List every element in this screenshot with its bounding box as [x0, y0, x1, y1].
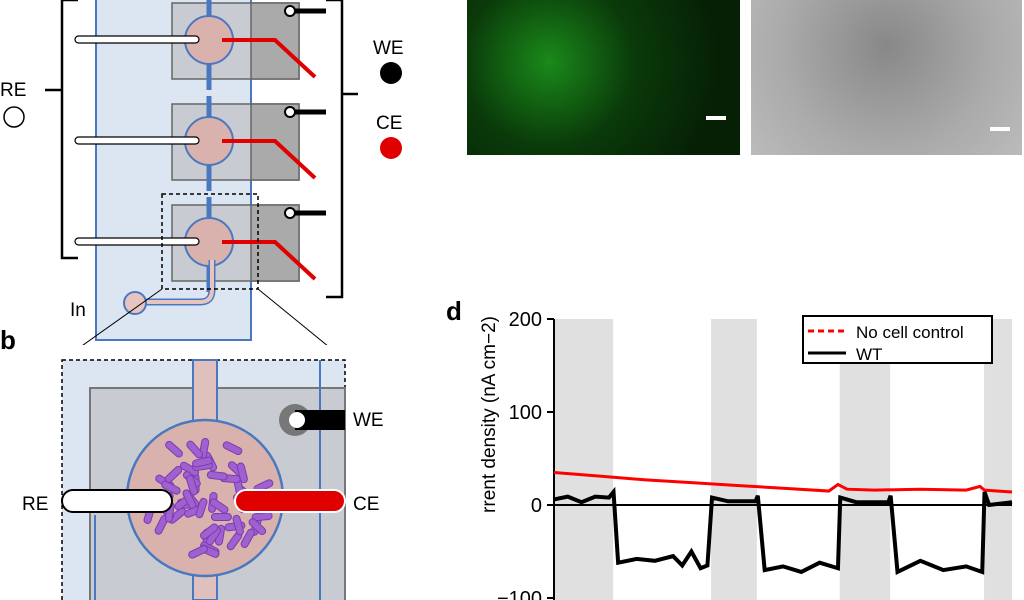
bacterium-icon	[232, 514, 244, 536]
dark-period-band	[554, 319, 614, 600]
legend-label: WT	[856, 345, 882, 364]
bacterium-icon	[209, 498, 229, 514]
bacterium-icon	[248, 518, 267, 536]
we-label: WE	[373, 38, 404, 59]
bacterium-icon	[200, 523, 219, 540]
chip-schematic	[3, 0, 402, 345]
bacterium-icon	[210, 513, 232, 522]
y-tick-label: 200	[509, 309, 542, 331]
bacterium-icon	[236, 462, 248, 484]
dark-period-band	[984, 319, 1012, 600]
dark-period-band	[711, 319, 757, 600]
bacterium-icon	[161, 480, 181, 495]
y-tick-label: 100	[509, 402, 542, 424]
re-marker-icon	[3, 106, 25, 128]
ce-label-b: CE	[353, 494, 380, 515]
bacterium-icon	[206, 470, 228, 481]
bacterium-icon	[164, 465, 183, 483]
y-tick-label: −100	[497, 588, 542, 600]
inlet-label: In	[70, 300, 86, 321]
bacterium-icon	[251, 511, 273, 522]
we-label-b: WE	[353, 410, 384, 431]
ce-label: CE	[376, 113, 403, 134]
legend-label: No cell control	[856, 323, 964, 342]
bacterium-icon	[186, 475, 198, 496]
ce-marker-icon	[380, 137, 402, 159]
chamber-detail	[61, 359, 346, 600]
y-tick-label: 0	[531, 495, 542, 517]
dark-period-band	[839, 319, 891, 600]
bacterium-icon	[195, 497, 208, 519]
fluorescence-micrograph	[467, 0, 740, 155]
panel-b-letter: b	[0, 325, 16, 355]
scale-bar	[706, 116, 726, 120]
bacterium-icon	[165, 440, 183, 458]
y-axis-label: rrent density (nA cm−2)	[479, 316, 500, 513]
we-marker-icon	[380, 62, 402, 84]
legend	[802, 315, 993, 364]
series-line-no-cell-control	[553, 470, 1013, 494]
re-label: RE	[0, 80, 27, 101]
panel-d-letter: d	[446, 296, 462, 326]
current-density-chart: 200 100 0 −100 No cell control WT	[497, 309, 1013, 600]
bacterium-icon	[222, 441, 243, 456]
series-line-wt	[553, 486, 1013, 576]
brightfield-micrograph	[751, 0, 1022, 155]
bacterium-icon	[192, 456, 213, 468]
bacterium-icon	[240, 528, 255, 548]
re-label-b: RE	[22, 494, 49, 515]
scale-bar	[990, 127, 1010, 131]
bacterium-icon	[186, 440, 204, 459]
bacterium-icon	[188, 545, 208, 559]
